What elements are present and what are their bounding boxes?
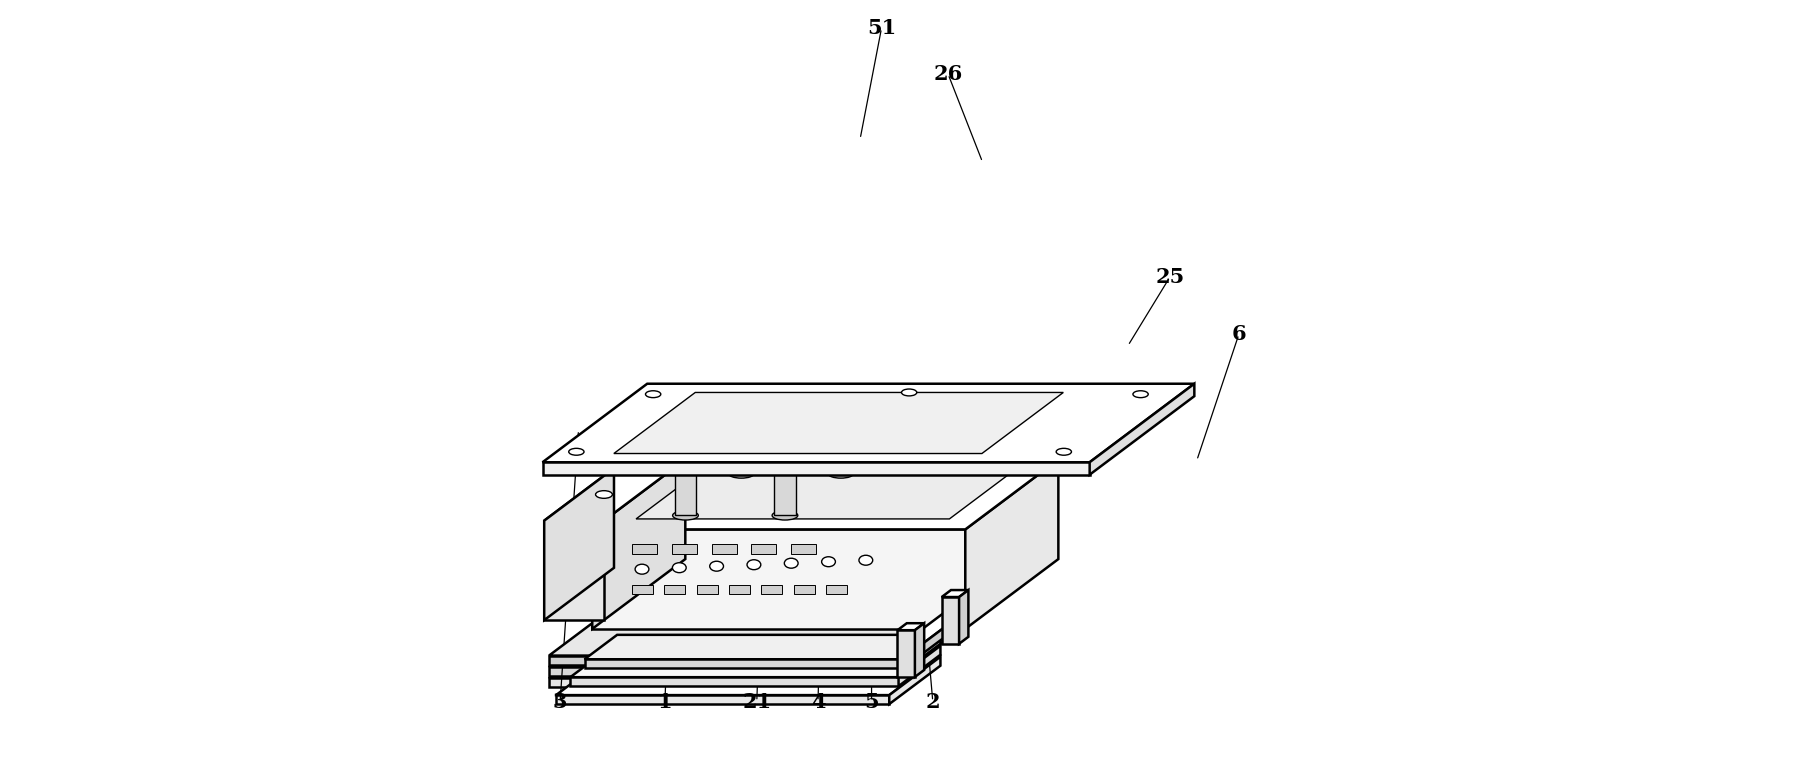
Polygon shape (830, 419, 852, 474)
Polygon shape (901, 645, 920, 655)
Polygon shape (792, 545, 815, 554)
Polygon shape (549, 656, 882, 664)
Polygon shape (882, 614, 951, 676)
Polygon shape (549, 667, 882, 676)
Ellipse shape (828, 469, 853, 478)
Polygon shape (897, 623, 924, 631)
Ellipse shape (672, 563, 687, 573)
Polygon shape (915, 623, 924, 677)
Text: 1: 1 (658, 691, 672, 712)
Polygon shape (826, 585, 846, 594)
Polygon shape (549, 678, 882, 687)
Text: 2: 2 (926, 691, 940, 712)
Ellipse shape (828, 414, 853, 423)
Polygon shape (761, 585, 783, 594)
Polygon shape (959, 590, 968, 644)
Polygon shape (942, 590, 968, 597)
Polygon shape (665, 585, 685, 594)
Polygon shape (730, 419, 752, 474)
Polygon shape (542, 384, 1194, 462)
Polygon shape (556, 657, 940, 695)
Polygon shape (774, 461, 795, 515)
Polygon shape (544, 468, 674, 521)
Polygon shape (549, 614, 951, 667)
Ellipse shape (785, 558, 797, 568)
Polygon shape (585, 635, 940, 659)
Polygon shape (632, 585, 652, 594)
Polygon shape (593, 529, 966, 629)
Ellipse shape (728, 414, 754, 423)
Polygon shape (542, 462, 1089, 475)
Ellipse shape (772, 456, 797, 465)
Ellipse shape (902, 389, 917, 396)
Ellipse shape (672, 456, 698, 465)
Polygon shape (632, 545, 658, 554)
Polygon shape (890, 657, 940, 704)
Text: 6: 6 (1232, 324, 1247, 344)
Polygon shape (674, 461, 696, 515)
Ellipse shape (1056, 449, 1071, 455)
Polygon shape (571, 677, 899, 686)
Polygon shape (966, 459, 1058, 629)
Polygon shape (585, 659, 908, 668)
Polygon shape (672, 545, 696, 554)
Ellipse shape (710, 561, 723, 571)
Ellipse shape (821, 557, 835, 567)
Ellipse shape (747, 560, 761, 570)
Polygon shape (571, 646, 940, 677)
Ellipse shape (569, 449, 583, 455)
Ellipse shape (859, 555, 873, 565)
Text: 5: 5 (864, 691, 879, 712)
Ellipse shape (772, 511, 797, 520)
Polygon shape (882, 626, 951, 687)
Polygon shape (897, 631, 915, 677)
Polygon shape (1089, 384, 1194, 475)
Polygon shape (544, 468, 614, 620)
Polygon shape (712, 545, 736, 554)
Ellipse shape (1132, 391, 1149, 398)
Text: 21: 21 (743, 691, 772, 712)
Polygon shape (593, 459, 1058, 529)
Polygon shape (728, 585, 750, 594)
Polygon shape (908, 635, 940, 668)
Polygon shape (794, 585, 815, 594)
Text: 25: 25 (1156, 266, 1185, 287)
Polygon shape (901, 612, 966, 645)
Ellipse shape (596, 491, 612, 498)
Text: 26: 26 (933, 64, 962, 84)
Polygon shape (614, 392, 1064, 454)
Polygon shape (636, 470, 1015, 519)
Ellipse shape (645, 391, 661, 398)
Ellipse shape (672, 511, 698, 520)
Polygon shape (882, 603, 951, 664)
Text: 4: 4 (810, 691, 824, 712)
Polygon shape (549, 603, 951, 656)
Text: 51: 51 (866, 18, 897, 38)
Text: 3: 3 (553, 691, 567, 712)
Ellipse shape (636, 564, 649, 574)
Polygon shape (549, 626, 951, 678)
Polygon shape (920, 612, 966, 655)
Polygon shape (544, 521, 603, 620)
Polygon shape (942, 597, 959, 644)
Polygon shape (752, 545, 776, 554)
Polygon shape (899, 646, 940, 686)
Ellipse shape (728, 469, 754, 478)
Polygon shape (696, 585, 718, 594)
Polygon shape (593, 459, 685, 629)
Polygon shape (556, 695, 890, 704)
